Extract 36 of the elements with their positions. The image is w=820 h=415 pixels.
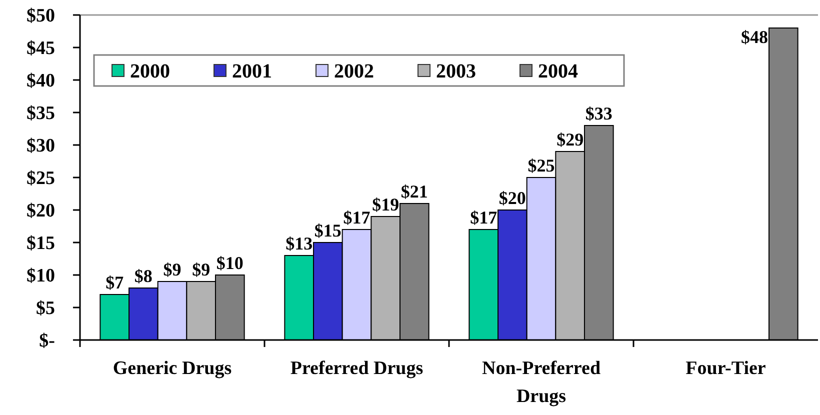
x-tick-label: Preferred Drugs bbox=[290, 358, 424, 379]
legend-label: 2000 bbox=[130, 60, 170, 82]
data-label: $8 bbox=[134, 266, 152, 286]
x-tick-label: Four-Tier bbox=[686, 358, 766, 379]
data-label: $48 bbox=[740, 27, 768, 47]
data-label: $21 bbox=[400, 182, 428, 202]
y-tick-label: $40 bbox=[26, 70, 55, 92]
x-tick-label: Generic Drugs bbox=[112, 358, 232, 379]
y-tick-label: $25 bbox=[26, 168, 55, 190]
y-tick-label: $10 bbox=[26, 266, 55, 287]
data-label: $25 bbox=[528, 156, 555, 176]
data-label: $15 bbox=[314, 220, 342, 240]
data-label: $9 bbox=[192, 260, 210, 280]
y-tick-label: $- bbox=[39, 330, 55, 352]
y-tick-label: $5 bbox=[36, 298, 55, 320]
data-label: $19 bbox=[372, 194, 400, 214]
data-label: $20 bbox=[498, 188, 526, 208]
y-tick-label: $30 bbox=[26, 136, 55, 157]
data-label: $17 bbox=[343, 208, 370, 228]
data-label: $9 bbox=[163, 260, 182, 280]
data-label: $7 bbox=[106, 272, 124, 292]
y-tick-label: $15 bbox=[26, 233, 55, 254]
legend-label: 2001 bbox=[232, 60, 272, 82]
data-label: $13 bbox=[286, 234, 313, 254]
x-tick-label: Non-Preferred Drugs bbox=[482, 358, 601, 407]
data-label: $33 bbox=[585, 104, 612, 124]
legend-label: 2003 bbox=[436, 60, 476, 82]
legend-label: 2002 bbox=[334, 60, 374, 82]
data-label: $17 bbox=[470, 208, 498, 228]
y-tick-label: $20 bbox=[26, 200, 55, 222]
data-label: $29 bbox=[556, 130, 584, 150]
y-tick-label: $35 bbox=[26, 103, 55, 124]
y-tick-label: $50 bbox=[26, 6, 55, 27]
legend-label: 2004 bbox=[538, 60, 578, 82]
y-tick-label: $45 bbox=[26, 38, 55, 60]
data-label: $10 bbox=[216, 253, 244, 273]
